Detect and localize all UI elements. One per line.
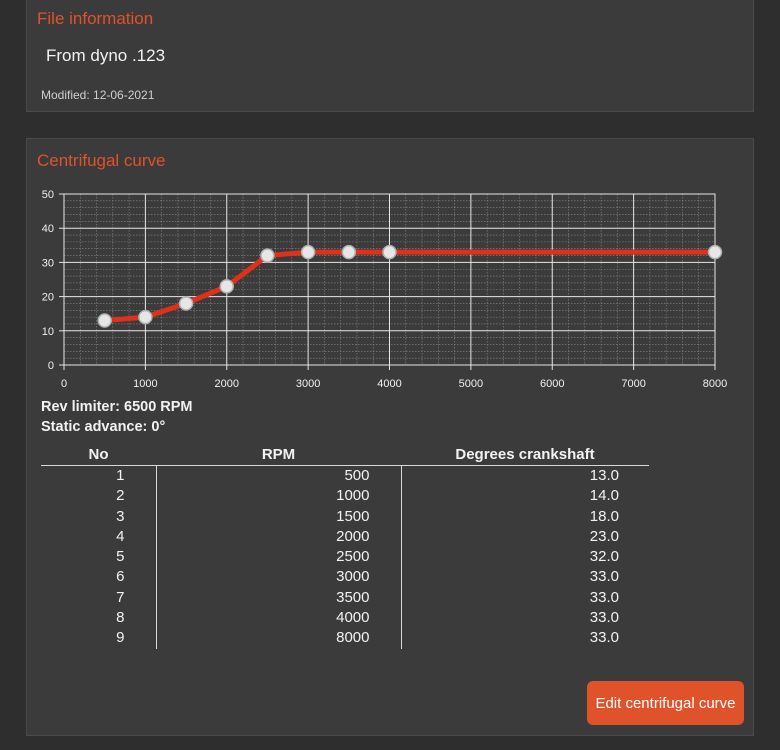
header-no: No: [41, 443, 156, 466]
cell-rpm: 4000: [155, 608, 401, 629]
cell-rpm: 3000: [155, 567, 401, 588]
cell-rpm: 1000: [155, 486, 401, 507]
file-information-title: File information: [37, 9, 154, 28]
curve-point: [260, 248, 275, 263]
cell-degrees: 13.0: [400, 465, 649, 487]
cell-degrees: 33.0: [400, 587, 649, 609]
cell-no: 3: [116, 507, 125, 525]
y-tick-label: 40: [42, 223, 54, 235]
cell-no: 9: [116, 629, 125, 647]
x-tick-label: 3000: [296, 378, 320, 390]
cell-no: 1: [116, 467, 125, 484]
y-tick-label: 30: [42, 257, 54, 269]
rev-limiter-text: Rev limiter: 6500 RPM: [41, 399, 193, 415]
file-modified-date: Modified: 12-06-2021: [41, 88, 155, 102]
cell-rpm: 8000: [155, 628, 401, 649]
curve-point: [382, 244, 397, 260]
centrifugal-curve-chart: 0 1000 2000 3000 4000 5000 6000 7000 8000 0 10 20 30…: [42, 189, 727, 390]
cell-rpm: 2000: [155, 526, 401, 548]
x-tick-label: 2000: [215, 378, 239, 390]
cell-degrees: 18.0: [400, 506, 649, 527]
cell-no: 6: [116, 568, 125, 586]
table-row: 3 1500 18.0: [41, 506, 649, 527]
curve-point: [178, 296, 194, 311]
y-tick-label: 20: [42, 292, 54, 304]
cell-rpm: 500: [155, 465, 401, 487]
curve-point: [707, 244, 723, 260]
cell-no: 2: [116, 487, 125, 505]
cell-degrees: 32.0: [400, 547, 649, 568]
table-row: 2 1000 14.0: [41, 486, 649, 507]
edit-centrifugal-curve-button[interactable]: Edit centrifugal curve: [587, 681, 744, 725]
cell-no: 5: [116, 548, 125, 566]
cell-degrees: 33.0: [400, 567, 649, 588]
table-row: 1 500 13.0: [41, 465, 649, 487]
curve-point: [300, 244, 316, 260]
cell-degrees: 33.0: [400, 608, 649, 629]
file-name: From dyno .123: [46, 46, 166, 65]
x-tick-label: 6000: [540, 378, 564, 390]
y-tick-label: 10: [42, 326, 54, 338]
curve-point: [97, 313, 112, 328]
header-degrees: Degrees crankshaft: [401, 443, 649, 466]
table-row: 8 4000 33.0: [41, 608, 649, 629]
curve-point: [341, 244, 357, 260]
cell-degrees: 14.0: [400, 486, 649, 507]
table-row: 6 3000 33.0: [41, 567, 649, 588]
cell-rpm: 2500: [155, 547, 401, 568]
x-tick-label: 8000: [703, 378, 727, 390]
cell-rpm: 1500: [155, 506, 401, 527]
table-row: 5 2500 32.0: [41, 547, 649, 568]
centrifugal-curve-panel: Centrifugal curve 0 1000 2000 3000 4000 5000 6…: [26, 138, 754, 736]
cell-rpm: 3500: [155, 587, 401, 609]
y-tick-label: 50: [42, 189, 54, 201]
curve-table: No RPM Degrees crankshaft 1 500 13.0 2 1000 1…: [41, 443, 649, 649]
curve-point: [219, 279, 234, 294]
table-body: 1 500 13.0 2 1000 14.0 3 1500 18.0 4 2000 23.0 5 2500…: [41, 465, 649, 649]
cell-degrees: 23.0: [400, 526, 649, 548]
static-advance-text: Static advance: 0°: [41, 419, 166, 435]
header-rpm: RPM: [156, 443, 401, 466]
centrifugal-curve-title: Centrifugal curve: [37, 151, 166, 170]
cell-no: 4: [116, 527, 125, 545]
table-header-row: No RPM Degrees crankshaft: [41, 443, 649, 466]
cell-degrees: 33.0: [400, 628, 649, 649]
x-tick-label: 5000: [459, 378, 483, 390]
cell-no: 7: [116, 588, 125, 606]
x-tick-label: 7000: [621, 378, 645, 390]
cell-no: 8: [116, 609, 125, 627]
file-information-panel: File information From dyno .123 Modified…: [26, 0, 754, 112]
x-tick-label: 1000: [133, 378, 157, 390]
table-row: 9 8000 33.0: [41, 628, 649, 649]
table-row: 7 3500 33.0: [41, 587, 649, 609]
x-tick-label: 0: [61, 378, 67, 390]
curve-point: [138, 309, 153, 325]
x-tick-label: 4000: [377, 378, 401, 390]
table-row: 4 2000 23.0: [41, 526, 649, 548]
y-tick-label: 0: [48, 360, 54, 372]
